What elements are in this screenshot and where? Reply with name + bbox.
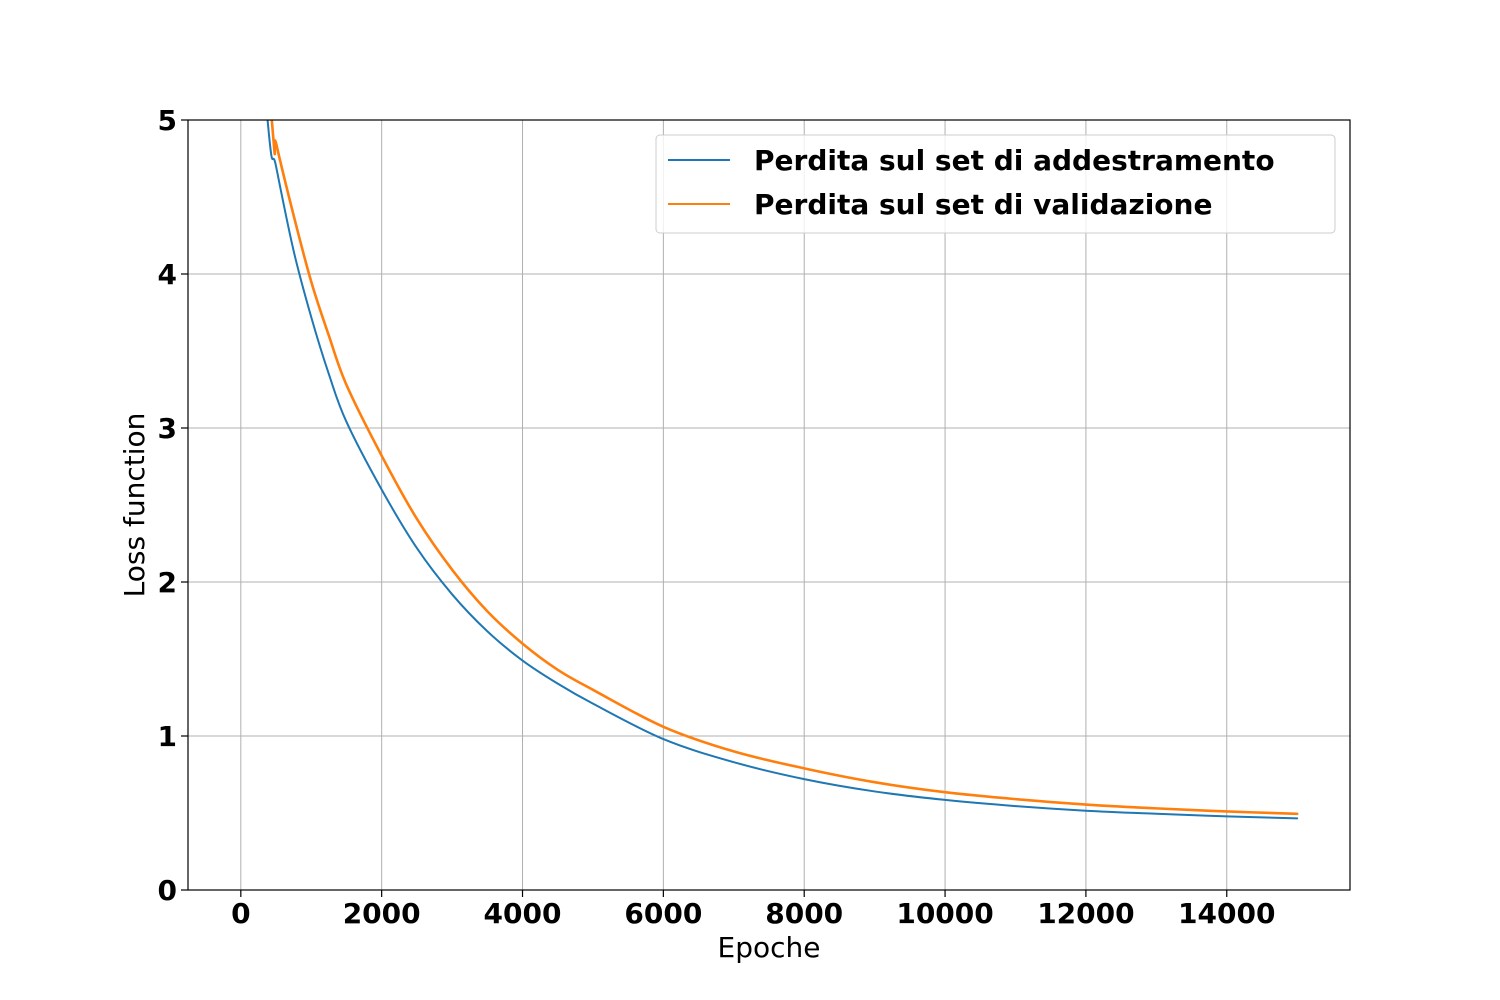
y-tick-label: 2 xyxy=(158,566,177,599)
legend: Perdita sul set di addestramento Perdita… xyxy=(655,134,1336,234)
x-tick-label: 12000 xyxy=(1037,897,1134,930)
y-tick-label: 4 xyxy=(158,258,177,291)
x-tick-label: 14000 xyxy=(1178,897,1275,930)
x-tick-label: 6000 xyxy=(624,897,702,930)
x-tick-label: 8000 xyxy=(765,897,843,930)
series-layer xyxy=(266,120,1299,820)
y-tick-label: 5 xyxy=(158,104,177,137)
legend-label-training: Perdita sul set di addestramento xyxy=(754,144,1275,177)
x-tick-label: 4000 xyxy=(484,897,562,930)
training-loss-line xyxy=(266,120,1299,820)
y-tick-label: 0 xyxy=(158,874,177,907)
validation-loss-line xyxy=(270,120,1299,816)
x-tick-label: 2000 xyxy=(343,897,421,930)
x-axis-label: Epoche xyxy=(718,931,821,964)
x-tick-label: 10000 xyxy=(896,897,993,930)
legend-label-validation: Perdita sul set di validazione xyxy=(754,188,1212,221)
y-axis-label: Loss function xyxy=(118,413,151,598)
ticks: 0 2000 4000 6000 8000 10000 12000 14000 0 1 2 3 4 5 xyxy=(158,104,1276,930)
legend-box xyxy=(655,134,1336,234)
plot-frame xyxy=(187,119,1351,891)
x-tick-label: 0 xyxy=(231,897,250,930)
y-tick-label: 3 xyxy=(158,412,177,445)
y-tick-label: 1 xyxy=(158,720,177,753)
